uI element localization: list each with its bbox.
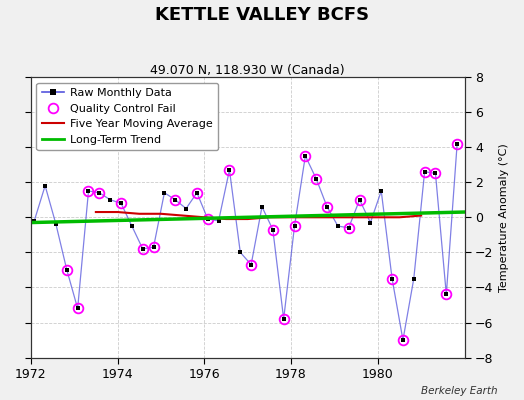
Text: Berkeley Earth: Berkeley Earth (421, 386, 498, 396)
Y-axis label: Temperature Anomaly (°C): Temperature Anomaly (°C) (499, 143, 509, 292)
Text: KETTLE VALLEY BCFS: KETTLE VALLEY BCFS (155, 6, 369, 24)
Title: 49.070 N, 118.930 W (Canada): 49.070 N, 118.930 W (Canada) (150, 64, 345, 77)
Legend: Raw Monthly Data, Quality Control Fail, Five Year Moving Average, Long-Term Tren: Raw Monthly Data, Quality Control Fail, … (36, 82, 218, 150)
